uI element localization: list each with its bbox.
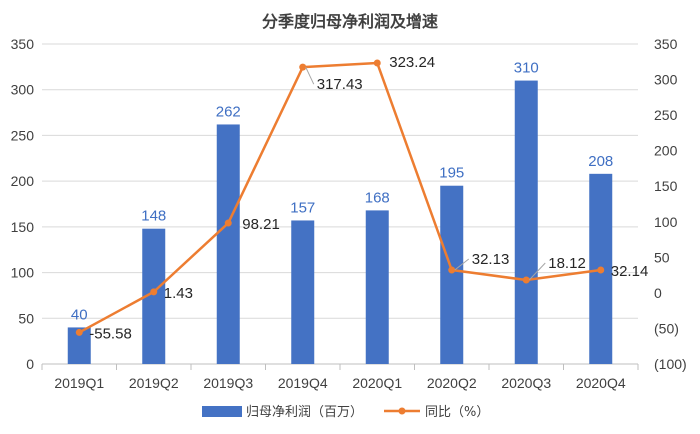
legend: 归母净利润（百万） 同比（%） (202, 405, 489, 420)
chart-title: 分季度归母净利润及增速 (262, 12, 438, 31)
y-right-tick-label: (100) (654, 356, 687, 372)
y-right-tick-label: 300 (654, 72, 678, 88)
line-path (78, 61, 601, 334)
y-left-tick-label: 150 (11, 219, 35, 235)
y-left-tick-label: 300 (11, 82, 35, 98)
bar-data-label: 157 (290, 199, 315, 216)
y-right-tick-label: (50) (654, 320, 679, 336)
data-labels: 40 148 262 157 168 195 310 208 -55.58 1.43 98.21 31… (71, 54, 648, 342)
bar-data-label: 262 (216, 103, 241, 120)
bar-data-label: 195 (439, 165, 464, 182)
line-data-label: 32.13 (472, 251, 510, 268)
line-point (448, 266, 456, 274)
bar-data-label: 208 (588, 153, 613, 170)
y-right-tick-label: 350 (654, 36, 678, 52)
y-right-tick-label: 0 (654, 285, 662, 301)
legend-line-label: 同比（%） (425, 405, 489, 420)
line-point (224, 219, 232, 227)
bar-data-label: 168 (365, 189, 390, 206)
axes: 0 50 100 150 200 250 300 350 (100) (50) 0 50 100 150 2… (11, 36, 687, 391)
line-point (150, 288, 158, 296)
y-right-tick-label: 50 (654, 249, 670, 265)
x-tick-label: 2019Q1 (54, 375, 104, 391)
line-data-label: 317.43 (317, 76, 363, 93)
line-data-label: 18.12 (548, 255, 586, 272)
leader-line (305, 66, 315, 85)
y-right-tick-label: 200 (654, 143, 678, 159)
bar (365, 210, 389, 364)
y-right-tick-label: 100 (654, 214, 678, 230)
line-data-label: 98.21 (242, 216, 280, 233)
bar (67, 327, 91, 364)
y-right-tick-label: 150 (654, 178, 678, 194)
x-tick-label: 2020Q4 (576, 375, 626, 391)
bar (291, 220, 315, 364)
x-tick-label: 2019Q3 (203, 375, 253, 391)
x-tick-label: 2019Q4 (278, 375, 328, 391)
line-series (75, 59, 605, 336)
bar (142, 228, 166, 364)
y-left-tick-label: 200 (11, 173, 35, 189)
legend-line-marker (398, 407, 406, 415)
y-left-tick-label: 0 (26, 356, 34, 372)
bar-data-label: 310 (514, 60, 539, 77)
bar (440, 185, 464, 364)
line-data-label: 1.43 (164, 285, 193, 302)
bar (216, 124, 240, 364)
y-left-tick-label: 350 (11, 36, 35, 52)
x-tick-label: 2020Q2 (427, 375, 477, 391)
bar-data-label: 40 (71, 306, 88, 323)
line-data-label: 32.14 (611, 263, 649, 280)
leader-line (454, 258, 470, 271)
line-data-label: -55.58 (89, 325, 132, 342)
bar-series (67, 80, 613, 365)
y-left-tick-label: 250 (11, 127, 35, 143)
x-tick-label: 2020Q3 (501, 375, 551, 391)
line-point (373, 59, 381, 67)
line-point (522, 276, 530, 284)
line-point (597, 266, 605, 274)
legend-bar-swatch (202, 406, 242, 417)
y-left-tick-label: 50 (18, 310, 34, 326)
gridlines (42, 43, 638, 319)
x-tick-label: 2019Q2 (129, 375, 179, 391)
y-right-tick-label: 250 (654, 107, 678, 123)
bar-data-label: 148 (141, 208, 166, 225)
bar (514, 80, 538, 365)
x-tick-label: 2020Q1 (352, 375, 402, 391)
legend-bar-label: 归母净利润（百万） (246, 405, 363, 420)
leader-line (528, 262, 546, 281)
line-data-label: 323.24 (389, 54, 435, 71)
line-point (75, 328, 83, 336)
line-point (299, 63, 307, 71)
y-left-tick-label: 100 (11, 265, 35, 281)
